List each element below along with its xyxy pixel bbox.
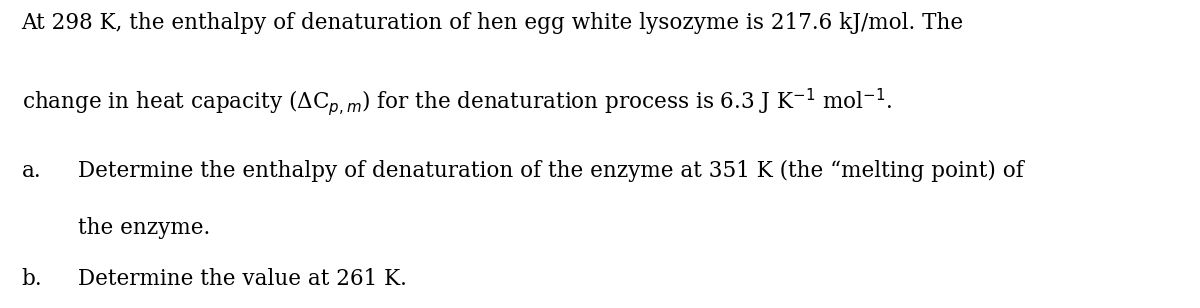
Text: At 298 K, the enthalpy of denaturation of hen egg white lysozyme is 217.6 kJ/mol: At 298 K, the enthalpy of denaturation o… (22, 12, 964, 34)
Text: the enzyme.: the enzyme. (78, 217, 210, 239)
Text: Determine the value at 261 K.: Determine the value at 261 K. (78, 268, 407, 290)
Text: change in heat capacity (ΔC$_{p,m}$) for the denaturation process is 6.3 J K$^{-: change in heat capacity (ΔC$_{p,m}$) for… (22, 86, 892, 118)
Text: a.: a. (22, 160, 41, 182)
Text: Determine the enthalpy of denaturation of the enzyme at 351 K (the “melting poin: Determine the enthalpy of denaturation o… (78, 160, 1024, 182)
Text: b.: b. (22, 268, 42, 290)
